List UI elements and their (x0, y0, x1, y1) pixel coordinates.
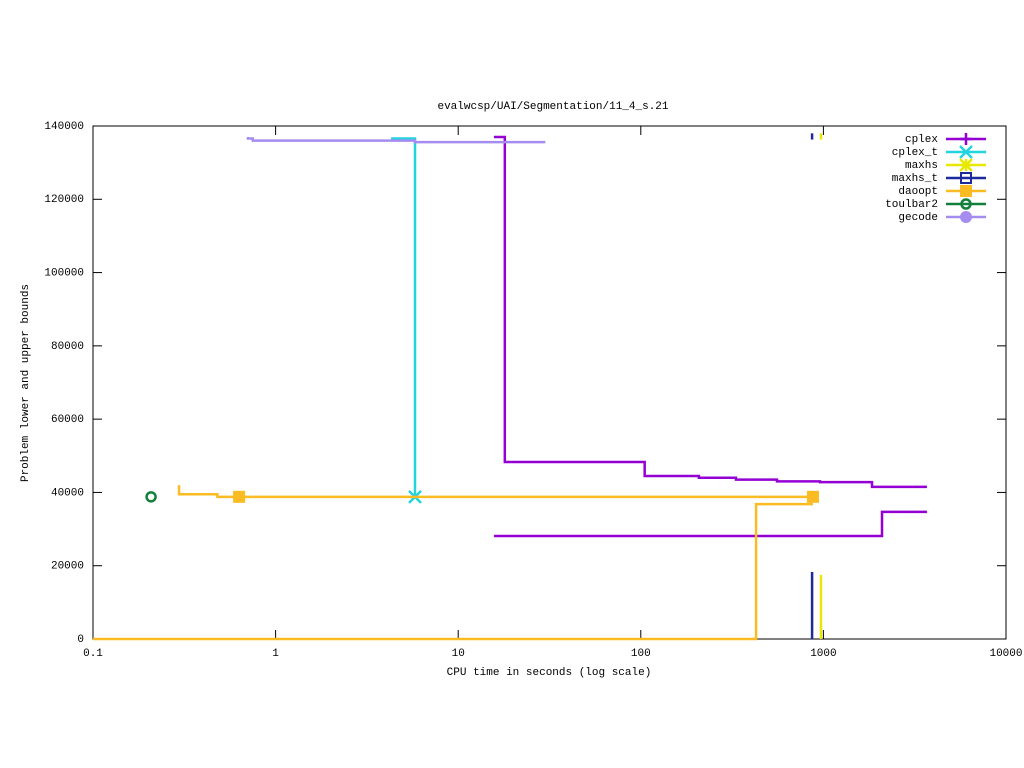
legend-marker (960, 133, 972, 145)
y-tick-label: 120000 (44, 194, 84, 206)
x-axis-label: CPU time in seconds (log scale) (447, 667, 652, 679)
y-tick-label: 100000 (44, 267, 84, 279)
x-tick-label: 1 (272, 648, 279, 660)
legend-marker (960, 172, 972, 184)
legend-label: maxhs_t (892, 173, 938, 185)
series-line (493, 510, 927, 538)
legend-label: maxhs (905, 160, 938, 172)
legend-marker (960, 211, 972, 223)
legend-marker (959, 145, 973, 159)
y-tick-label: 20000 (51, 561, 84, 573)
y-axis-label: Problem lower and upper bounds (20, 284, 32, 482)
series-line (246, 136, 546, 144)
x-tick-label: 10000 (989, 648, 1022, 660)
marker (233, 490, 246, 503)
y-tick-label: 40000 (51, 487, 84, 499)
legend-label: toulbar2 (885, 199, 938, 211)
y-tick-label: 140000 (44, 121, 84, 133)
marker (806, 490, 819, 503)
series-line (93, 502, 813, 641)
x-tick-label: 10 (452, 648, 465, 660)
y-tick-label: 60000 (51, 414, 84, 426)
legend-marker (960, 185, 972, 197)
y-tick-label: 0 (77, 634, 84, 646)
marker (145, 491, 157, 503)
legend-label: daoopt (898, 186, 938, 198)
legend-marker (959, 158, 973, 172)
series-line (391, 137, 417, 497)
x-tick-label: 1000 (810, 648, 836, 660)
chart-title: evalwcsp/UAI/Segmentation/11_4_s.21 (437, 101, 668, 113)
x-tick-label: 100 (631, 648, 651, 660)
legend-label: gecode (898, 212, 938, 224)
x-tick-label: 0.1 (83, 648, 103, 660)
y-tick-label: 80000 (51, 341, 84, 353)
series-line (493, 135, 927, 489)
series-line (177, 485, 813, 499)
legend-marker (960, 198, 972, 210)
legend-label: cplex (905, 134, 938, 146)
legend-label: cplex_t (892, 147, 938, 159)
